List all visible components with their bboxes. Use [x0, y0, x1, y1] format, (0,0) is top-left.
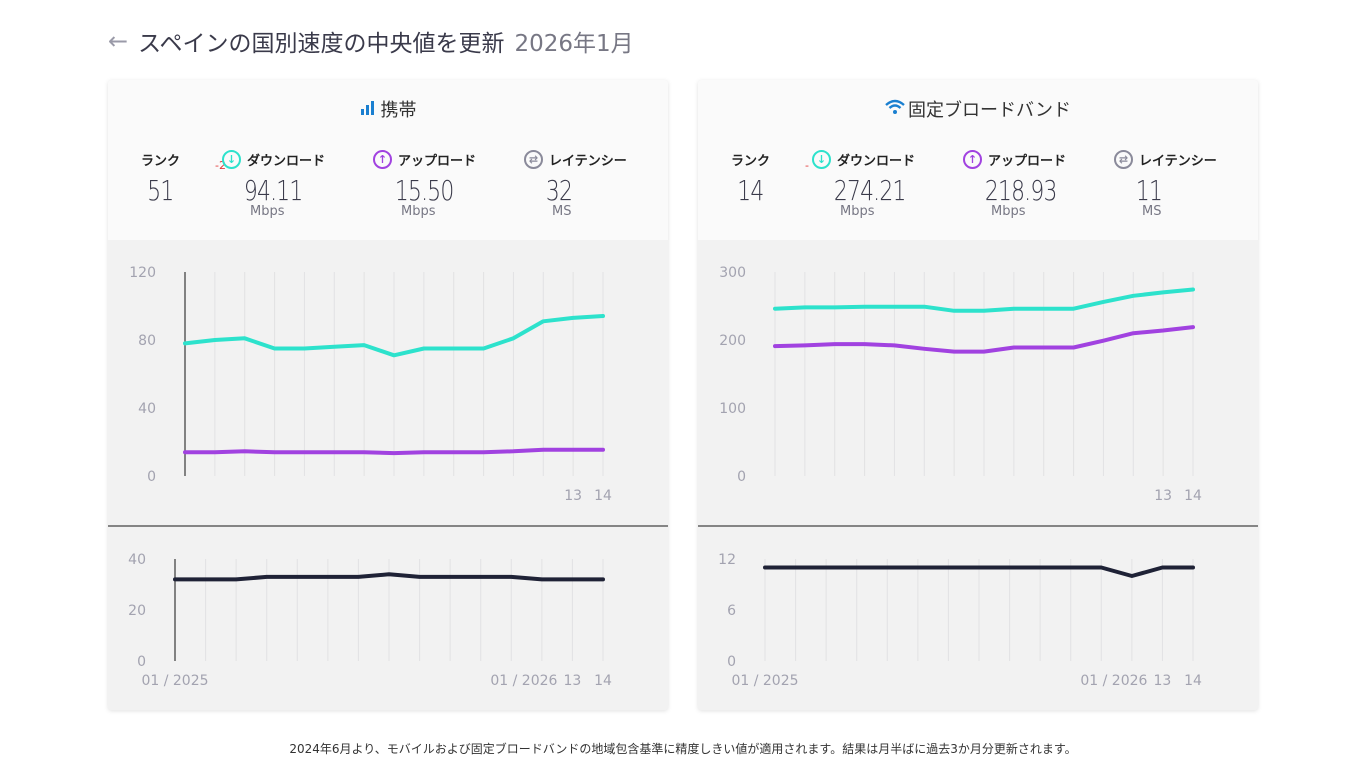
y-tick-label: 40 [128, 552, 146, 568]
chart-area: 0 40 80 120 13 14 0 20 40 01 / 2025 01 / 2026 13 14 [108, 265, 668, 689]
x-tick-label: 01 / 2025 [141, 673, 208, 689]
latency-metric: ⇄ レイテンシー 11 MS [1114, 148, 1217, 219]
upload-value: 218.93 [984, 174, 1058, 207]
x-tick-label: 14 [1184, 673, 1202, 689]
upload-label: アップロード [398, 153, 477, 169]
upload-arrow-icon: ↑ [373, 149, 392, 169]
y-tick-label: 120 [129, 265, 156, 281]
upload-unit: Mbps [991, 204, 1026, 219]
title-text: スペインの国別速度の中央値を更新 [138, 31, 505, 57]
download-label: ダウンロード [837, 153, 916, 169]
card-title: 固定ブロードバンド [698, 96, 1258, 122]
latency-swap-icon: ⇄ [1114, 149, 1133, 169]
rank-label: ランク [731, 153, 771, 169]
upload-label: アップロード [988, 153, 1067, 169]
y-tick-label: 20 [128, 603, 146, 619]
latency-value: 11 [1135, 174, 1163, 207]
y-tick-label: 0 [137, 654, 146, 670]
fixed-broadband-card: 固定ブロードバンド ランク 14 - ↓ ダウンロード 274.21 Mbps ↑… [698, 80, 1258, 710]
x-tick-label: 14 [1184, 488, 1202, 504]
y-tick-label: 0 [147, 469, 156, 485]
upload-metric: ↑ アップロード 15.50 Mbps [373, 148, 476, 219]
rank-change: -2 [215, 159, 226, 172]
download-unit: Mbps [840, 204, 875, 219]
footer-note: 2024年6月より、モバイルおよび固定ブロードバンドの地域包含基準に精度しきい値… [289, 742, 1077, 756]
upload-arrow-icon: ↑ [963, 149, 982, 169]
card-header: 携帯 ランク 51 -2 ↓ ダウンロード 94.11 Mbps ↑ アップロード … [108, 80, 668, 240]
x-tick-label: 01 / 2025 [731, 673, 798, 689]
latency-unit: MS [552, 204, 572, 219]
arrow-left-icon[interactable]: ← [108, 27, 129, 55]
wifi-icon [885, 99, 905, 120]
rank-label: ランク [141, 153, 181, 169]
y-tick-label: 80 [138, 333, 156, 349]
x-tick-label: 13 [564, 488, 582, 504]
y-tick-label: 200 [719, 333, 746, 349]
rank-change: - [805, 159, 809, 172]
signal-bars-icon [360, 98, 378, 121]
x-tick-label: 13 [1154, 673, 1172, 689]
download-label: ダウンロード [247, 153, 326, 169]
y-tick-label: 40 [138, 401, 156, 417]
rank-value: 14 [737, 174, 764, 207]
page-title: ← スペインの国別速度の中央値を更新 2026年1月 [108, 24, 634, 58]
download-arrow-icon: ↓ [812, 149, 831, 169]
y-tick-label: 0 [737, 469, 746, 485]
download-arrow-icon: ↓ [222, 149, 241, 169]
x-tick-label: 01 / 2026 [1080, 673, 1147, 689]
download-value: 94.11 [243, 174, 303, 207]
upload-metric: ↑ アップロード 218.93 Mbps [963, 148, 1083, 219]
latency-metric: ⇄ レイテンシー 32 MS [524, 148, 627, 219]
card-title-text: 携帯 [380, 100, 417, 121]
metrics-row: ランク 14 - ↓ ダウンロード 274.21 Mbps ↑ アップロード 218… [698, 148, 1258, 238]
card-title: 携帯 [108, 96, 668, 122]
x-tick-label: 14 [594, 488, 612, 504]
mobile-card: 携帯 ランク 51 -2 ↓ ダウンロード 94.11 Mbps ↑ アップロード … [108, 80, 668, 710]
card-title-text: 固定ブロードバンド [908, 100, 1071, 121]
x-tick-label: 14 [594, 673, 612, 689]
x-tick-label: 01 / 2026 [490, 673, 557, 689]
metrics-row: ランク 51 -2 ↓ ダウンロード 94.11 Mbps ↑ アップロード 15.… [108, 148, 668, 238]
latency-unit: MS [1142, 204, 1162, 219]
x-tick-label: 13 [1154, 488, 1172, 504]
card-header: 固定ブロードバンド ランク 14 - ↓ ダウンロード 274.21 Mbps ↑… [698, 80, 1258, 240]
upload-value: 15.50 [394, 174, 454, 207]
latency-label: レイテンシー [1139, 153, 1217, 169]
latency-label: レイテンシー [549, 153, 627, 169]
latency-value: 32 [545, 174, 573, 207]
download-value: 274.21 [833, 174, 907, 207]
y-tick-label: 300 [719, 265, 746, 281]
download-metric: ↓ ダウンロード 94.11 Mbps [222, 148, 325, 219]
y-tick-label: 0 [727, 654, 736, 670]
y-tick-label: 6 [727, 603, 736, 619]
latency-swap-icon: ⇄ [524, 149, 543, 169]
rank-metric: ランク 14 - [731, 148, 809, 207]
rank-metric: ランク 51 -2 [141, 148, 226, 207]
upload-unit: Mbps [401, 204, 436, 219]
title-date: 2026年1月 [514, 31, 634, 57]
download-unit: Mbps [250, 204, 285, 219]
download-metric: ↓ ダウンロード 274.21 Mbps [812, 148, 932, 219]
rank-value: 51 [147, 174, 174, 207]
chart-area: 0 100 200 300 13 14 0 6 12 01 / 2025 01 / 2026 13 14 [698, 265, 1258, 689]
y-tick-label: 12 [718, 552, 736, 568]
x-tick-label: 13 [564, 673, 582, 689]
y-tick-label: 100 [719, 401, 746, 417]
